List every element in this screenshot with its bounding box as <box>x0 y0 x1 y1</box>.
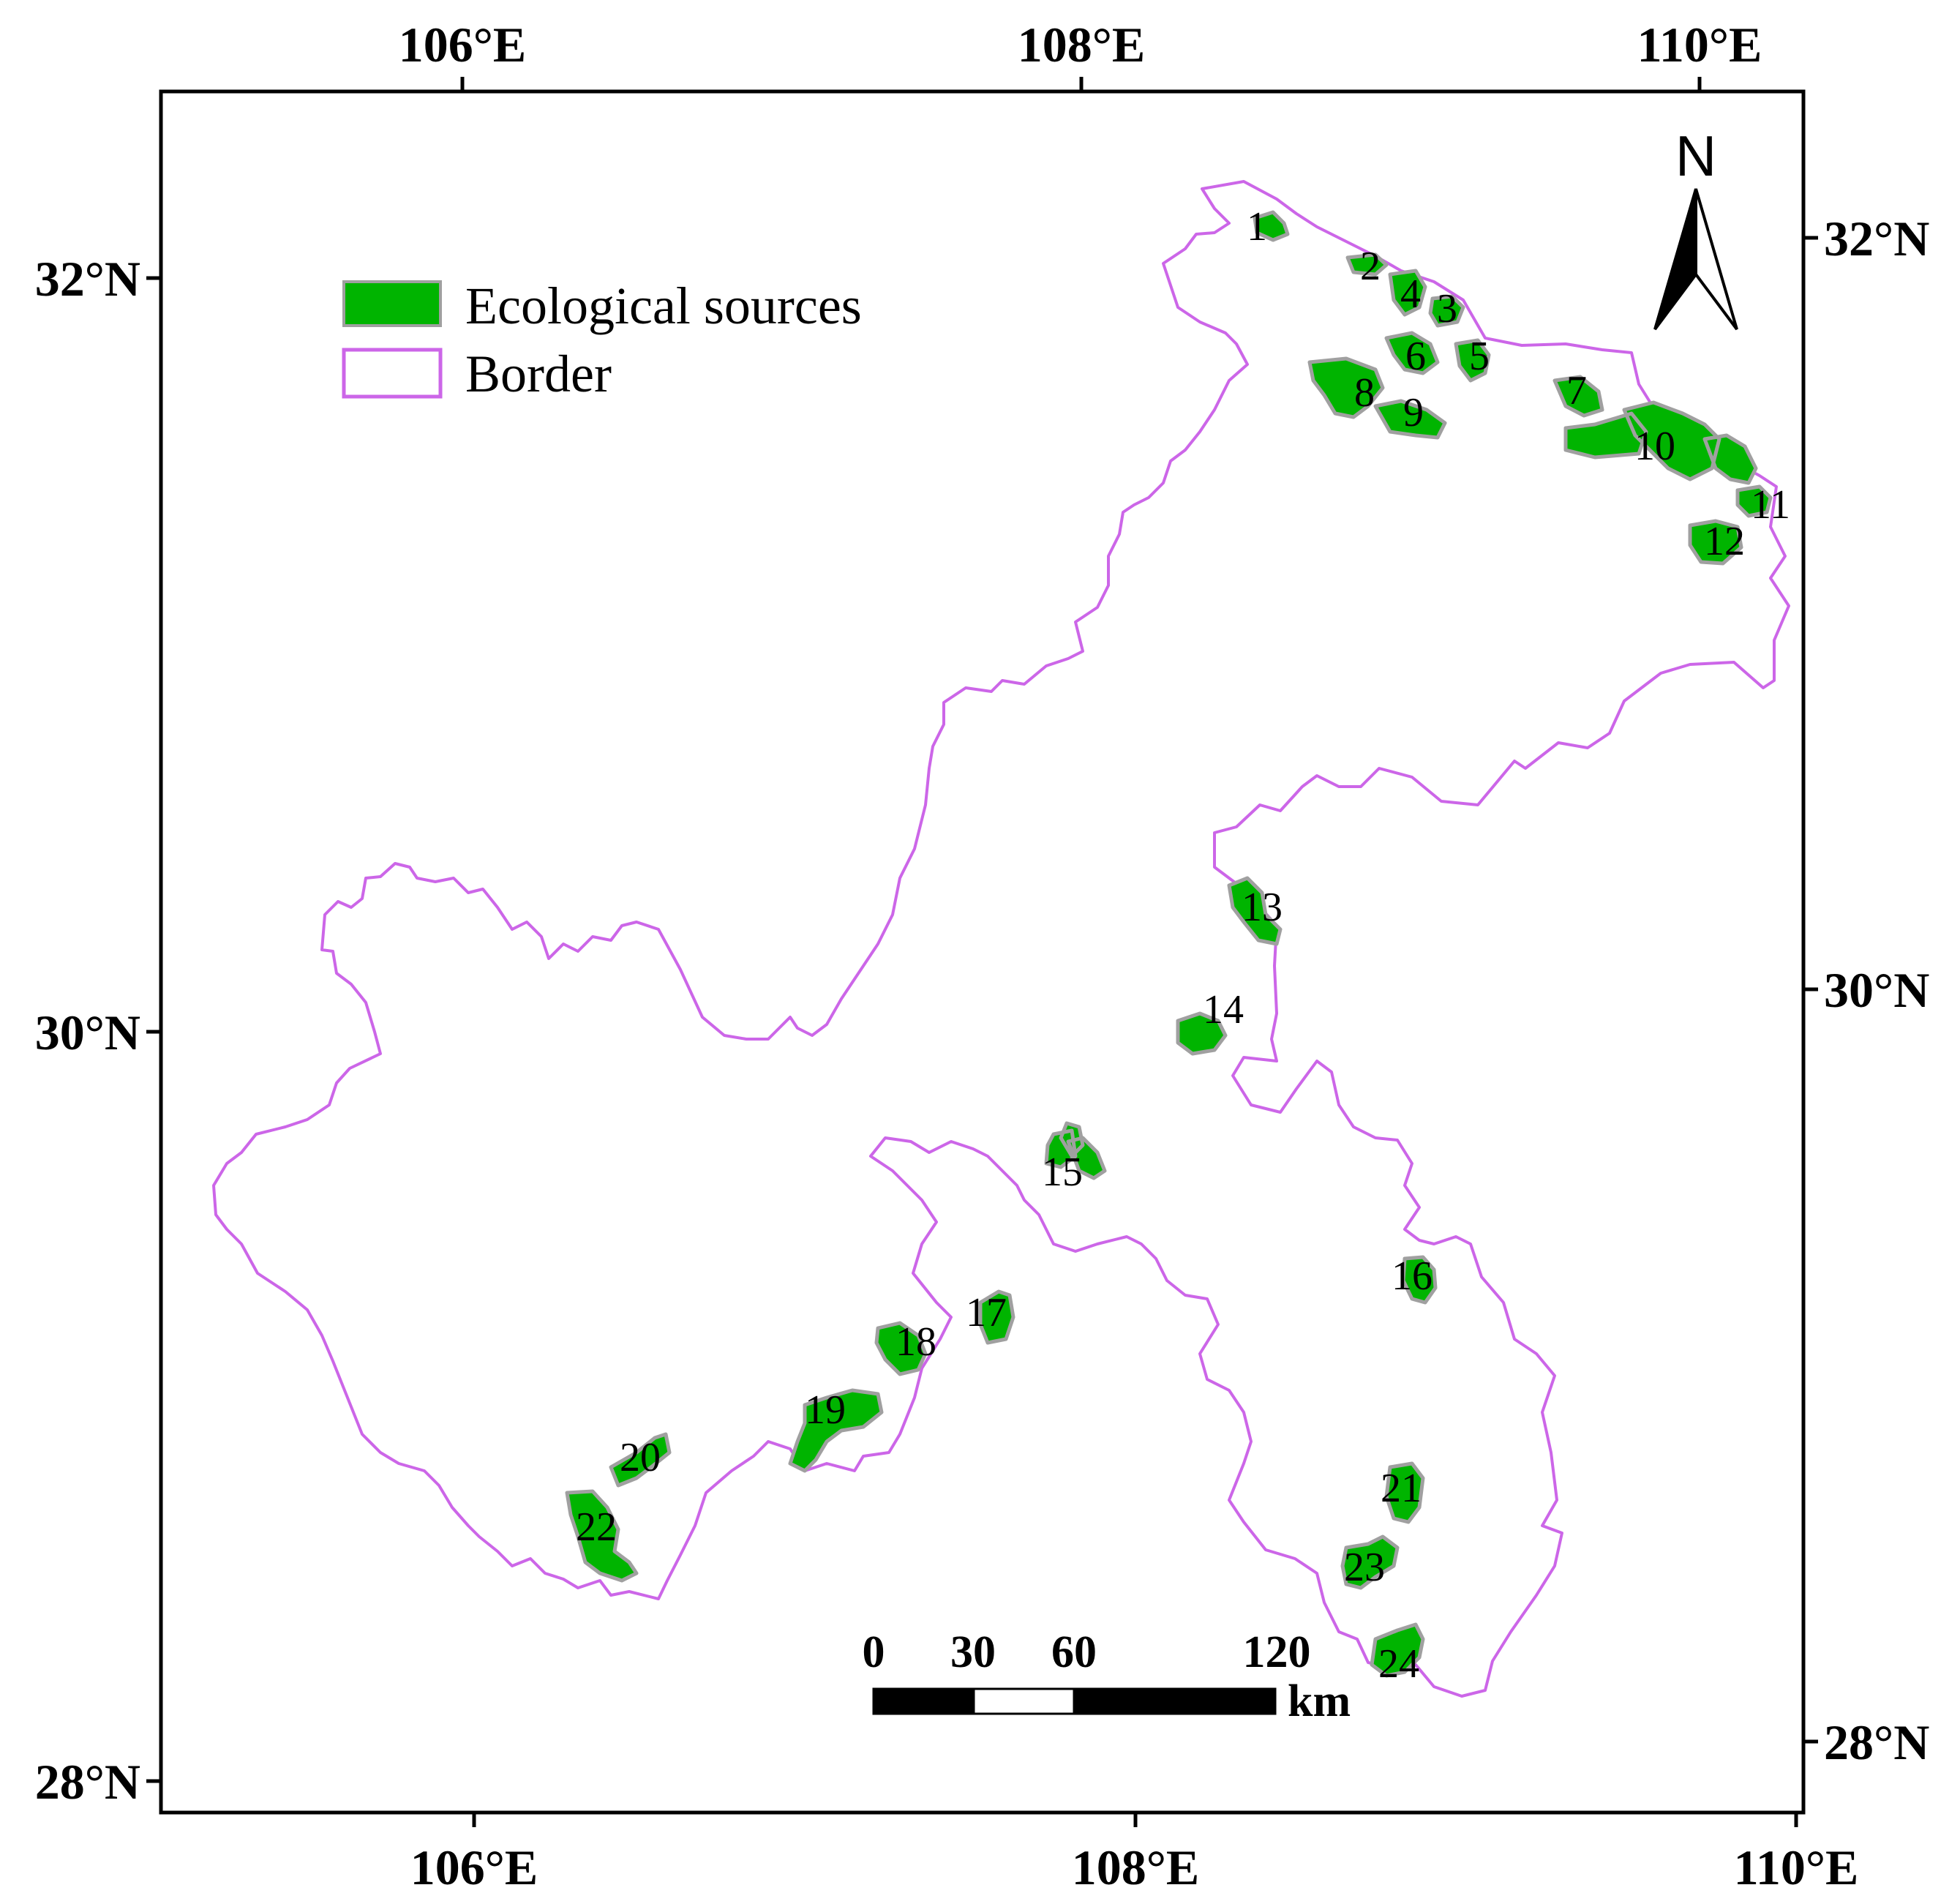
north-label: N <box>1675 124 1716 188</box>
source-label-5: 5 <box>1469 334 1490 379</box>
source-label-1: 1 <box>1247 204 1267 250</box>
scale-tick-30: 30 <box>950 1627 996 1677</box>
bottom-lon-label-1: 106°E <box>410 1840 538 1895</box>
eco-source-patch-6 <box>1384 331 1440 375</box>
map-frame-border <box>159 89 1806 1815</box>
scale-unit: km <box>1288 1676 1351 1726</box>
left-lat-label-1: 32°N <box>35 251 140 307</box>
eco-source-patch-8 <box>1307 356 1385 419</box>
scale-segment-3 <box>1073 1687 1277 1715</box>
source-label-19: 19 <box>805 1387 846 1433</box>
eco-source-patch-24 <box>1370 1622 1425 1678</box>
source-label-3: 3 <box>1437 286 1457 331</box>
left-lat-label-2: 30°N <box>35 1005 140 1060</box>
eco-source-patch-20 <box>609 1432 672 1488</box>
eco-source-patch-5 <box>1454 338 1491 383</box>
top-lon-label-2: 108°E <box>1018 17 1146 72</box>
source-label-15: 15 <box>1042 1150 1083 1195</box>
region-border <box>212 180 1790 1698</box>
eco-source-patch-18 <box>874 1321 928 1376</box>
eco-source-patch-22 <box>565 1489 639 1583</box>
eco-source-patch-9 <box>1373 399 1447 440</box>
source-label-20: 20 <box>620 1435 661 1480</box>
ecological-source-patches <box>565 210 1773 1678</box>
eco-source-patch-2 <box>1345 252 1389 277</box>
bottom-lon-label-2: 108°E <box>1072 1840 1200 1895</box>
source-label-6: 6 <box>1405 334 1426 379</box>
source-label-13: 13 <box>1242 885 1283 930</box>
scale-segment-1 <box>872 1687 975 1715</box>
eco-source-patch-17 <box>978 1289 1015 1345</box>
eco-source-patch-14 <box>1176 1011 1228 1056</box>
source-label-18: 18 <box>895 1319 936 1365</box>
north-arrow-icon: N <box>1653 124 1738 331</box>
source-label-4: 4 <box>1400 271 1421 317</box>
eco-source-patch-19 <box>788 1388 884 1473</box>
right-lat-label-1: 32°N <box>1824 211 1929 266</box>
source-label-21: 21 <box>1381 1466 1422 1511</box>
bottom-lon-label-3: 110°E <box>1734 1840 1859 1895</box>
source-label-11: 11 <box>1751 482 1790 528</box>
top-tick-marks <box>460 77 1702 91</box>
scale-tick-0: 0 <box>863 1627 885 1677</box>
left-lat-label-3: 28°N <box>35 1754 140 1810</box>
source-label-22: 22 <box>576 1504 617 1550</box>
eco-source-patch-15 <box>1044 1121 1107 1180</box>
left-tick-marks <box>146 276 161 1783</box>
legend-swatch-border <box>342 348 443 399</box>
eco-source-patch-23 <box>1340 1534 1400 1590</box>
source-label-12: 12 <box>1704 519 1745 564</box>
legend-label-border: Border <box>465 345 612 403</box>
source-label-14: 14 <box>1203 987 1244 1032</box>
scale-tick-60: 60 <box>1051 1627 1097 1677</box>
legend-swatch-ecological-sources <box>342 280 442 327</box>
eco-source-patch-3 <box>1428 294 1465 328</box>
eco-source-patch-10 <box>1563 400 1758 485</box>
source-label-17: 17 <box>966 1290 1007 1335</box>
eco-source-patch-11 <box>1735 484 1773 518</box>
source-label-9: 9 <box>1403 390 1424 435</box>
right-lat-label-2: 30°N <box>1824 962 1929 1018</box>
source-label-16: 16 <box>1392 1253 1433 1299</box>
eco-source-patch-21 <box>1384 1461 1425 1524</box>
eco-source-patch-12 <box>1688 519 1743 566</box>
source-label-10: 10 <box>1634 424 1675 469</box>
right-lat-label-3: 28°N <box>1824 1714 1929 1770</box>
eco-source-patch-13 <box>1227 876 1283 946</box>
eco-source-patch-16 <box>1401 1255 1438 1305</box>
right-tick-marks <box>1803 236 1818 1744</box>
source-label-7: 7 <box>1566 368 1587 413</box>
top-lon-label-3: 110°E <box>1637 17 1762 72</box>
source-label-8: 8 <box>1354 370 1375 416</box>
legend: Ecological sources Border <box>342 277 862 403</box>
eco-source-patch-4 <box>1388 269 1427 317</box>
legend-label-ecological-sources: Ecological sources <box>465 277 862 335</box>
bottom-tick-marks <box>472 1813 1798 1827</box>
eco-source-patch-7 <box>1552 375 1604 418</box>
source-label-24: 24 <box>1378 1641 1419 1687</box>
scale-segment-2 <box>972 1687 1075 1715</box>
top-lon-label-1: 106°E <box>399 17 527 72</box>
eco-source-patch-1 <box>1253 210 1290 242</box>
scale-bar: 0 30 60 120 km <box>863 1627 1351 1726</box>
scale-tick-120: 120 <box>1243 1627 1311 1677</box>
source-label-2: 2 <box>1360 244 1381 289</box>
source-label-23: 23 <box>1344 1545 1385 1590</box>
source-id-labels: 1 2 3 4 5 6 7 8 9 10 11 12 13 14 15 16 1… <box>576 204 1790 1687</box>
